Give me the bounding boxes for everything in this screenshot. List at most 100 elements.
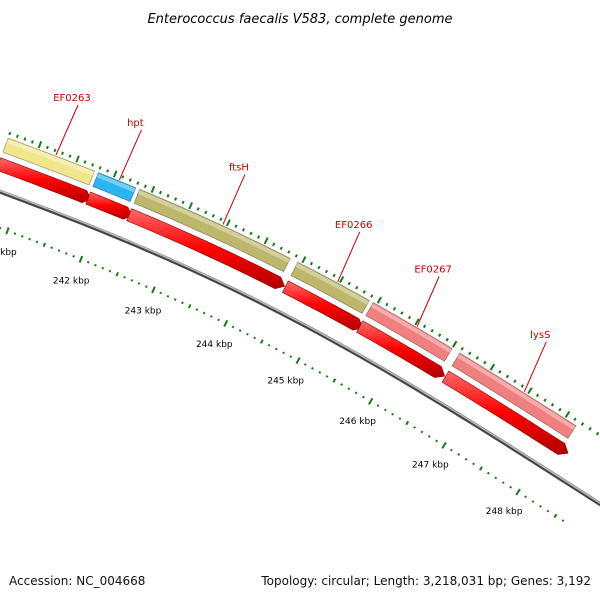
- scale-minor-tick: [86, 260, 90, 264]
- gene-label: EF0266: [335, 220, 373, 231]
- scale-major-tick: [441, 441, 447, 449]
- scale-minor-tick: [340, 383, 343, 386]
- upper-tick: [263, 237, 269, 245]
- scale-minor-tick: [195, 308, 199, 311]
- gene-bar: [92, 171, 137, 203]
- scale-minor-tick: [64, 252, 68, 255]
- upper-tick: [15, 134, 19, 139]
- upper-tick: [23, 137, 27, 141]
- scale-label: 244 kbp: [196, 340, 233, 350]
- scale-minor-tick: [479, 466, 483, 471]
- backbone-highlight: [0, 189, 600, 505]
- gene-bar-highlight: [6, 139, 95, 176]
- upper-tick: [225, 219, 231, 227]
- upper-tick: [588, 426, 592, 431]
- label-leader-line: [222, 174, 246, 225]
- scale-minor-tick: [267, 343, 271, 347]
- cds-arrow: [85, 191, 133, 220]
- scale-minor-tick: [413, 426, 416, 429]
- upper-tick: [249, 231, 253, 236]
- upper-tick: [468, 351, 472, 356]
- scale-major-tick: [78, 255, 84, 263]
- scale-label: 248 kbp: [486, 507, 523, 517]
- upper-tick: [181, 200, 185, 205]
- scale-minor-tick: [115, 272, 119, 277]
- scale-minor-tick: [464, 457, 468, 461]
- upper-tick: [400, 311, 404, 315]
- upper-tick: [98, 166, 102, 170]
- scale-minor-tick: [405, 420, 410, 426]
- upper-tick: [30, 140, 34, 144]
- scale-minor-tick: [509, 485, 513, 489]
- cds-arrow: [126, 208, 286, 290]
- gene-label: EF0263: [53, 93, 91, 104]
- gene-label: lysS: [530, 330, 550, 341]
- upper-tick: [385, 302, 389, 307]
- scale-minor-tick: [311, 367, 314, 370]
- scale-minor-tick: [524, 495, 527, 499]
- upper-tick: [37, 141, 43, 149]
- gene-bar: [290, 261, 370, 315]
- label-leader-line: [55, 104, 79, 156]
- gene-labels: EF0263 hpt ftsH EF0266 EF0267 lysS: [53, 93, 550, 393]
- scale-major-tick: [151, 286, 156, 294]
- upper-tick: [53, 148, 57, 153]
- scale-minor-tick: [166, 294, 170, 298]
- scale-minor-tick: [486, 471, 490, 475]
- gene-bar-highlight: [295, 263, 369, 305]
- upper-tick: [520, 384, 525, 388]
- gene-label: hpt: [127, 118, 144, 129]
- accession-text: Accession: NC_004668: [9, 574, 146, 588]
- scale-minor-tick: [20, 235, 24, 238]
- scale-minor-tick: [553, 513, 558, 519]
- scale-minor-tick: [325, 375, 329, 378]
- scale-label: 243 kbp: [125, 307, 162, 317]
- scale-minor-tick: [260, 339, 264, 344]
- upper-tick: [422, 324, 427, 329]
- upper-tick: [128, 178, 132, 182]
- scale-label: 242 kbp: [53, 276, 90, 286]
- scale-minor-tick: [35, 240, 39, 244]
- label-leader-line: [523, 341, 547, 393]
- scale-label: 245 kbp: [267, 376, 304, 386]
- upper-tick: [475, 356, 479, 360]
- upper-tick: [460, 346, 464, 351]
- upper-tick: [535, 393, 540, 398]
- upper-tick: [219, 217, 223, 222]
- upper-tick: [595, 431, 600, 436]
- upper-tick: [347, 281, 351, 286]
- upper-tick: [355, 285, 359, 290]
- upper-tick: [121, 175, 125, 179]
- upper-tick: [370, 294, 374, 298]
- scale-minor-tick: [50, 246, 53, 249]
- scale-minor-tick: [246, 332, 249, 336]
- cds-arrow: [356, 320, 446, 378]
- upper-tick: [301, 256, 307, 264]
- upper-tick: [188, 202, 194, 210]
- upper-tick: [196, 207, 200, 211]
- upper-tick: [287, 250, 291, 254]
- upper-tick: [339, 276, 345, 284]
- gene-bar: [133, 188, 291, 273]
- scale-minor-tick: [303, 363, 307, 366]
- genes: [0, 137, 577, 455]
- scale-minor-tick: [274, 347, 278, 351]
- cds-arrow: [281, 280, 364, 331]
- upper-tick: [83, 160, 87, 164]
- scale-minor-tick: [289, 355, 293, 359]
- upper-tick: [543, 398, 547, 402]
- map-title: Enterococcus faecalis V583, complete gen…: [147, 12, 452, 27]
- upper-tick: [505, 374, 510, 379]
- scale-minor-tick: [231, 325, 235, 329]
- backbone: [0, 189, 600, 507]
- scale-minor-tick: [181, 301, 184, 305]
- scale-minor-tick: [318, 371, 322, 374]
- scale-minor-tick: [383, 408, 387, 412]
- upper-tick: [45, 145, 49, 150]
- scale-minor-tick: [362, 395, 365, 399]
- scale-minor-tick: [282, 351, 285, 355]
- genome-summary-text: Topology: circular; Length: 3,218,031 bp…: [261, 574, 591, 588]
- upper-tick: [489, 363, 496, 371]
- upper-tick: [234, 224, 238, 229]
